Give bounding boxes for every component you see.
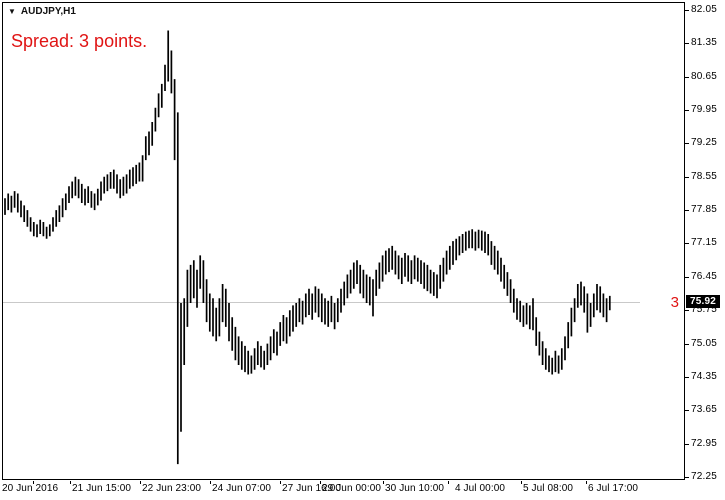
price-axis-label: 75.75 [691,304,718,315]
time-axis-tick [586,481,587,484]
price-axis-label: 72.25 [691,471,718,482]
price-axis-tick [685,10,689,11]
time-axis-label: 30 Jun 10:00 [385,483,445,494]
price-axis-tick [685,444,689,445]
price-axis-label: 73.65 [691,404,718,415]
price-axis-tick [685,110,689,111]
time-axis-label: 4 Jul 00:00 [455,483,506,494]
time-axis-label: 29 Jun 00:00 [322,483,382,494]
time-axis-label: 20 Jun 2016 [2,483,59,494]
price-axis-tick [685,410,689,411]
symbol-caption: ▼ AUDJPY,H1 [8,6,76,17]
current-price-badge: 75.92 [686,295,720,308]
time-axis-label: 5 Jul 08:00 [523,483,574,494]
time-axis-label: 21 Jun 15:00 [72,483,132,494]
price-axis-label: 80.65 [691,71,718,82]
price-axis-label: 77.15 [691,237,718,248]
price-axis-tick [685,277,689,278]
price-axis-tick [685,310,689,311]
time-axis-label: 6 Jul 17:00 [588,483,639,494]
spread-annotation: Spread: 3 points. [11,31,148,51]
time-axis-label: 24 Jun 07:00 [212,483,272,494]
time-axis-tick [140,481,141,484]
time-axis-tick [521,481,522,484]
time-axis-tick [280,481,281,484]
price-axis-label: 78.55 [691,171,718,182]
price-axis-label: 74.35 [691,371,718,382]
price-axis-label: 79.95 [691,104,718,115]
price-axis-tick [685,477,689,478]
price-axis-label: 72.95 [691,438,718,449]
price-axis-label: 81.35 [691,37,718,48]
price-axis-tick [685,143,689,144]
time-axis-label: 27 Jun 16:00 [282,483,342,494]
price-axis-label: 77.85 [691,204,718,215]
price-axis-tick [685,243,689,244]
price-axis-tick [685,177,689,178]
triangle-down-icon: ▼ [8,6,16,16]
time-axis-tick [70,481,71,484]
symbol-timeframe-label: AUDJPY,H1 [20,6,76,17]
time-axis-label: 22 Jun 23:00 [142,483,202,494]
time-axis-tick [210,481,211,484]
price-axis-label: 76.45 [691,271,718,282]
price-axis-tick [685,210,689,211]
time-axis-tick [320,481,321,484]
spread-points-value: 3 [670,294,679,311]
price-axis-tick [685,77,689,78]
price-axis-label: 79.25 [691,137,718,148]
price-axis-label: 75.05 [691,338,718,349]
chart-plot-frame [2,2,685,480]
time-axis-tick [33,481,34,484]
time-axis-tick [383,481,384,484]
price-axis-label: 82.05 [691,4,718,15]
price-bars [4,30,611,465]
time-axis-tick [448,481,449,484]
price-axis-tick [685,43,689,44]
price-axis-tick [685,377,689,378]
price-axis-tick [685,344,689,345]
